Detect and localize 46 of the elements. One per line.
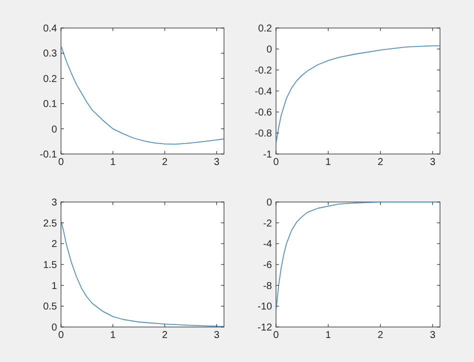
y-tick-label: -12 <box>258 322 272 334</box>
x-tick-label: 3 <box>430 330 436 341</box>
x-tick-label: 0 <box>58 157 64 168</box>
y-tick-label: 3 <box>51 198 58 208</box>
y-tick-label: -0.2 <box>254 66 272 76</box>
y-tick-label: 0.4 <box>43 24 58 34</box>
x-tick-label: 3 <box>430 157 436 168</box>
y-tick-label: 0 <box>266 198 272 208</box>
x-tick-label: 1 <box>325 157 332 168</box>
y-tick-label: 2.5 <box>43 218 58 230</box>
x-tick-label: 0 <box>273 157 280 168</box>
x-tick-label: 0 <box>58 330 64 341</box>
x-tick-label: 1 <box>110 157 116 168</box>
y-tick-label: -4 <box>263 239 272 250</box>
x-tick-label: 2 <box>378 157 384 168</box>
y-tick-label: -0.4 <box>254 86 272 98</box>
x-tick-label: 1 <box>110 330 116 341</box>
y-tick-label: 2 <box>51 239 58 250</box>
x-tick-label: 2 <box>162 330 168 341</box>
x-tick-label: 0 <box>273 330 280 341</box>
y-tick-label: -1 <box>263 150 272 160</box>
y-tick-label: 0.1 <box>43 99 58 110</box>
line-series <box>60 220 224 328</box>
y-tick-label: -0.8 <box>254 128 272 140</box>
y-tick-label: -6 <box>263 260 272 271</box>
y-tick-label: -2 <box>263 218 272 230</box>
y-tick-label: -0.6 <box>254 108 272 118</box>
y-tick-label: 0.5 <box>43 302 58 313</box>
x-tick-label: 2 <box>162 157 168 168</box>
y-tick-label: 0.3 <box>43 48 58 60</box>
y-tick-label: -10 <box>258 302 272 313</box>
line-series <box>60 45 224 145</box>
y-tick-label: 1 <box>51 280 58 292</box>
y-tick-label: 0.2 <box>258 24 272 34</box>
y-tick-label: 0 <box>51 124 58 136</box>
line-series <box>276 45 440 144</box>
y-tick-label: 0 <box>51 322 58 334</box>
x-tick-label: 1 <box>325 330 332 341</box>
x-tick-label: 2 <box>378 330 384 341</box>
y-tick-label: 0 <box>266 44 272 56</box>
y-tick-label: 0.2 <box>43 74 58 85</box>
y-tick-label: -0.1 <box>40 150 58 160</box>
y-tick-label: 1.5 <box>43 260 58 271</box>
x-tick-label: 3 <box>214 330 220 341</box>
x-tick-label: 3 <box>214 157 220 168</box>
y-tick-label: -8 <box>263 280 272 292</box>
